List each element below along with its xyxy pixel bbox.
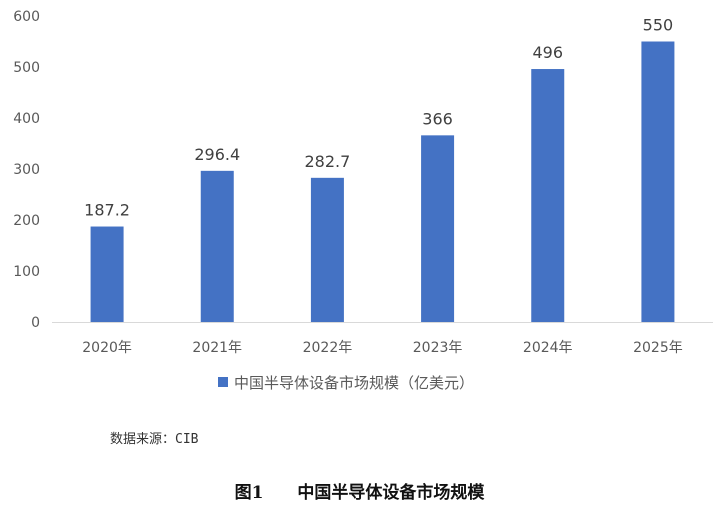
x-axis-ticks: 2020年 2021年 2022年 2023年 2024年 2025年 [82,340,682,356]
bar-value-label: 366 [422,109,453,128]
x-tick-label: 2020年 [82,340,132,356]
y-tick-label: 400 [13,111,40,127]
x-tick-label: 2022年 [303,340,353,356]
bar-chart: 0 100 200 300 400 500 600 187.2 296.4 282.7 366 49… [13,9,713,392]
legend-label: 中国半导体设备市场规模（亿美元） [234,374,474,392]
bar [200,170,234,322]
x-tick-label: 2021年 [192,340,242,356]
figure-number: 图1 [234,483,264,503]
y-tick-label: 100 [13,264,40,280]
y-tick-label: 0 [31,315,40,331]
bar-value-label: 282.7 [305,152,351,171]
bar-value-label: 296.4 [194,145,240,164]
y-axis-ticks: 0 100 200 300 400 500 600 [13,9,40,331]
y-tick-label: 200 [13,213,40,229]
bars [90,41,675,322]
legend-swatch [218,377,228,387]
y-tick-label: 300 [13,162,40,178]
legend: 中国半导体设备市场规模（亿美元） [218,374,474,392]
bar-value-labels: 187.2 296.4 282.7 366 496 550 [84,16,673,220]
y-tick-label: 500 [13,60,40,76]
bar [531,69,565,322]
x-tick-label: 2024年 [523,340,573,356]
figure-title: 中国半导体设备市场规模 [297,483,485,503]
bar [641,41,675,322]
bar [90,226,124,322]
bar-value-label: 187.2 [84,201,130,220]
x-tick-label: 2025年 [633,340,683,356]
figure-caption: 图1 中国半导体设备市场规模 [0,478,719,503]
source-note: 数据来源：CIB [110,432,199,447]
y-tick-label: 600 [13,9,40,25]
bar [310,177,344,322]
x-tick-label: 2023年 [413,340,463,356]
bar-value-label: 550 [643,16,674,35]
bar [421,135,455,322]
bar-value-label: 496 [532,43,563,62]
